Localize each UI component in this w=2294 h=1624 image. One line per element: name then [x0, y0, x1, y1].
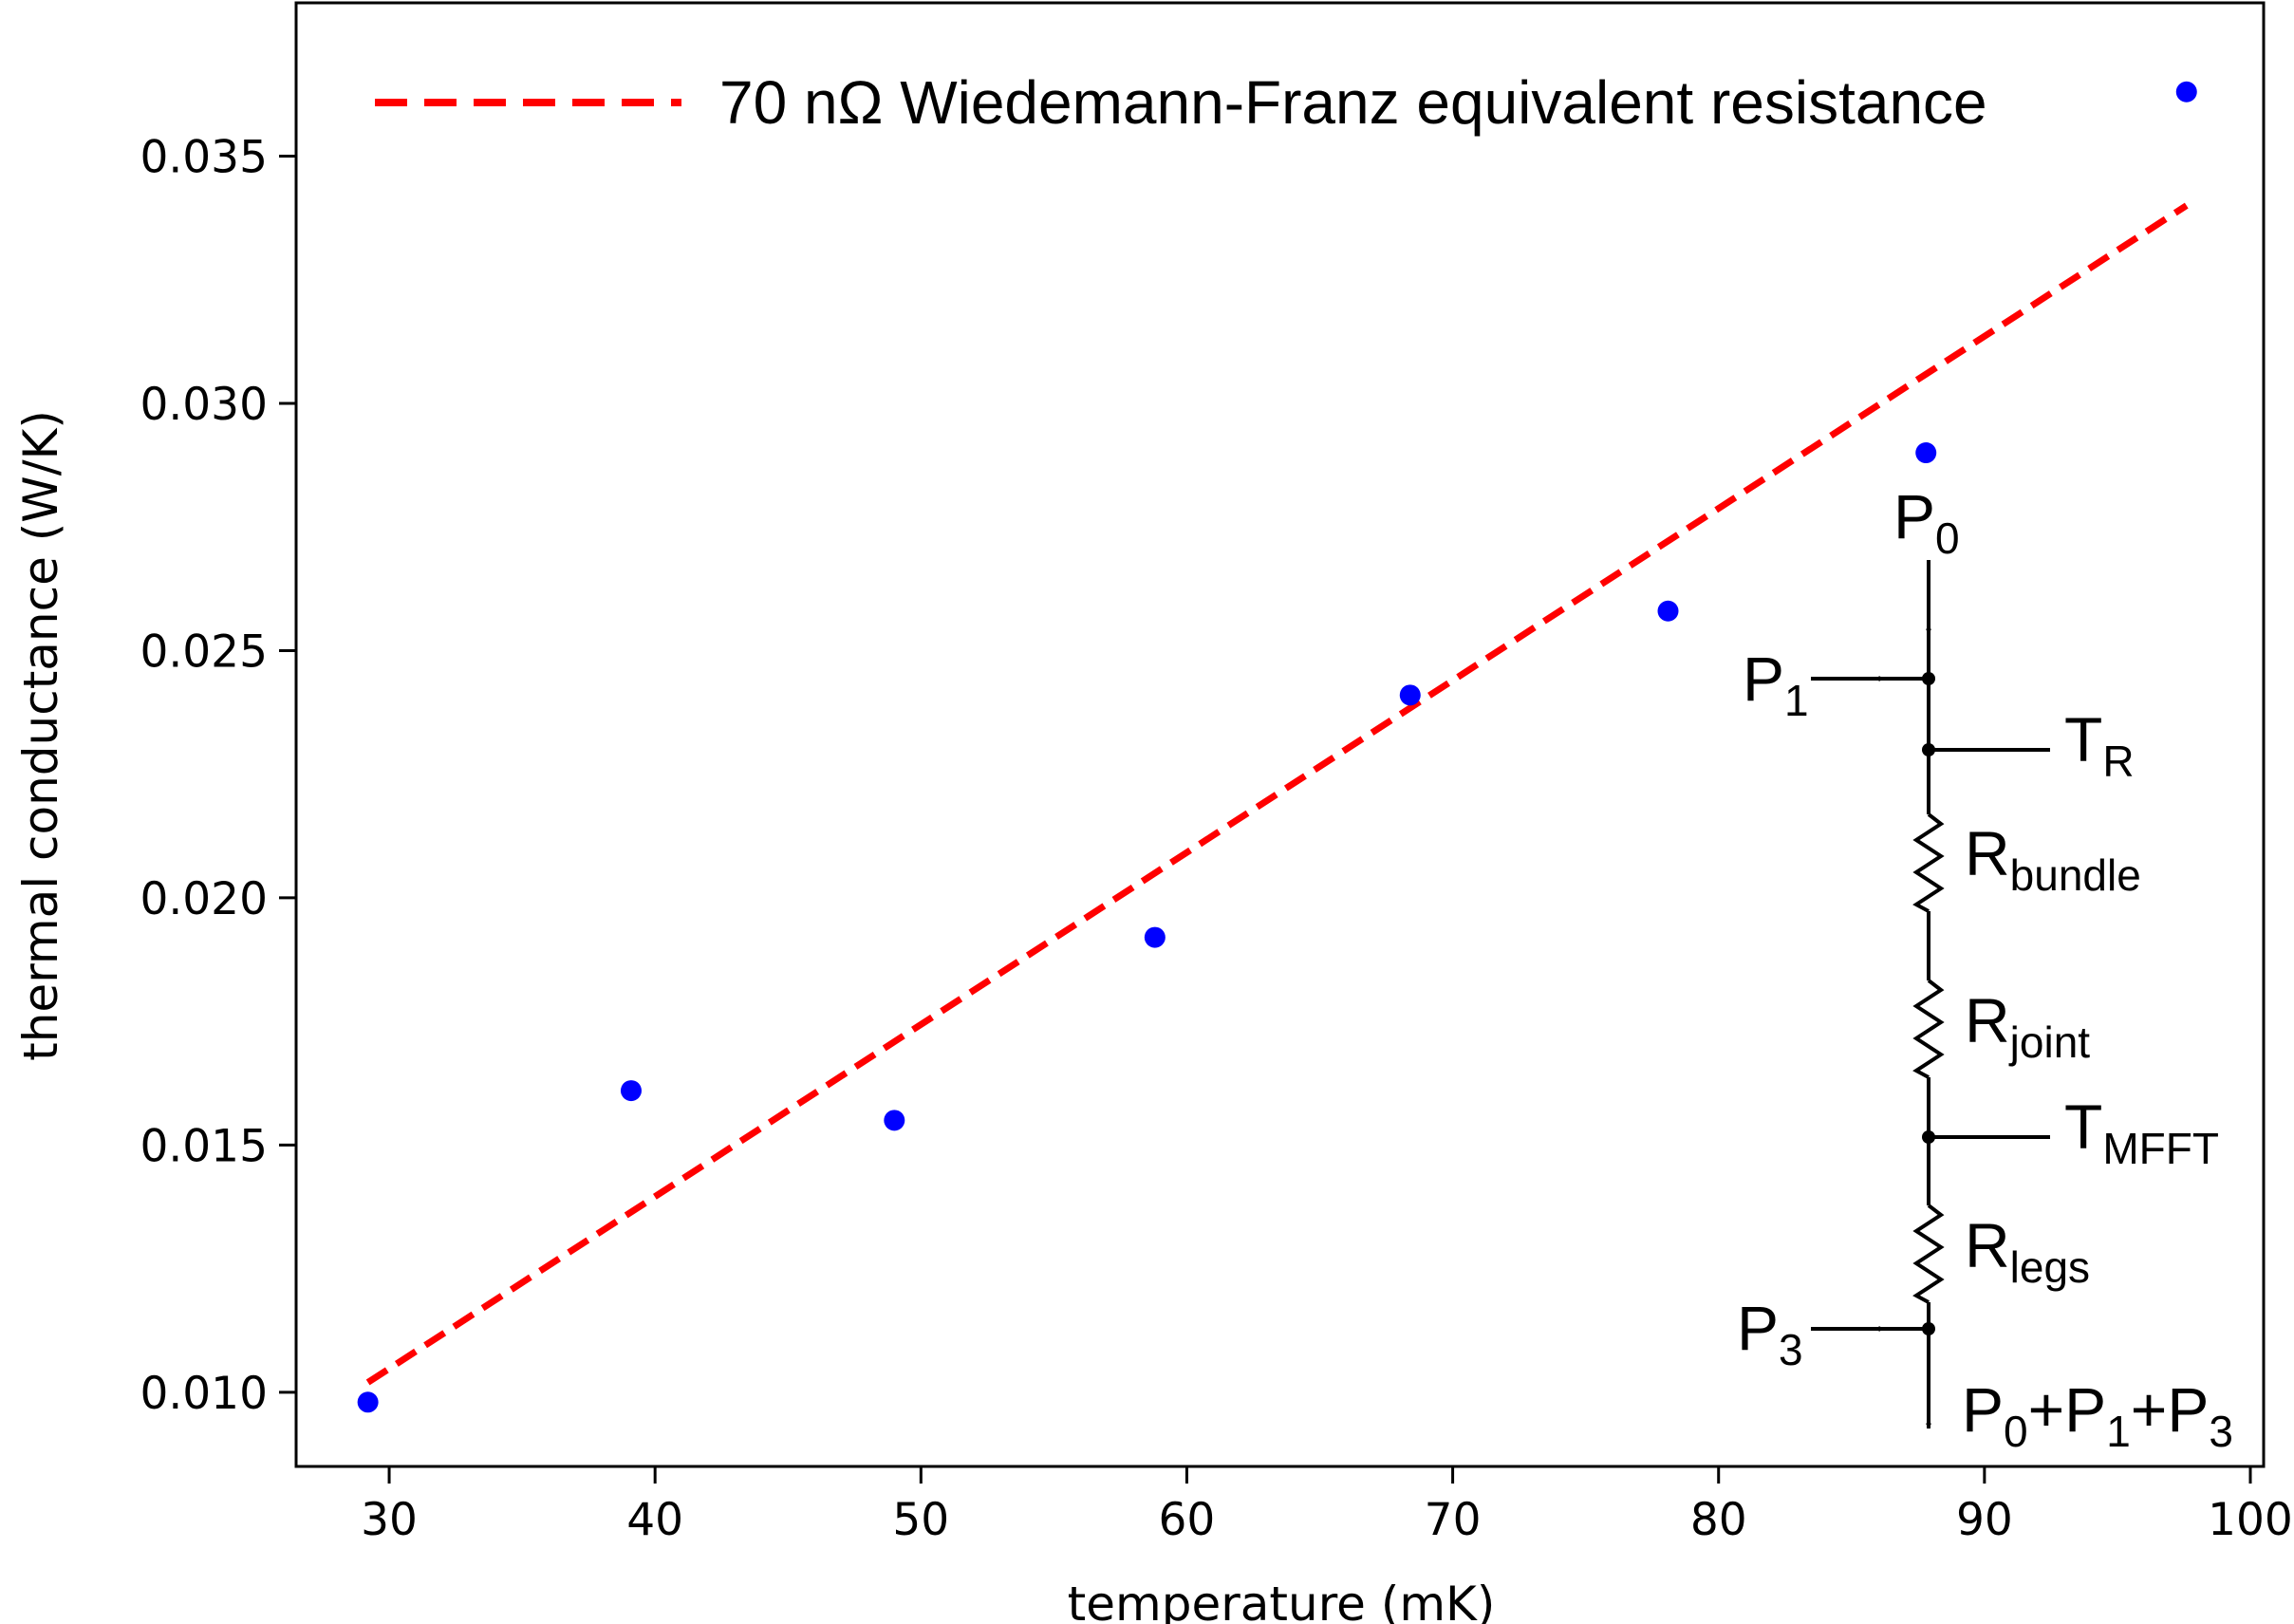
- y-tick-label: 0.010: [140, 1368, 268, 1420]
- x-tick-label: 30: [361, 1494, 418, 1546]
- label-output-total: P0+P1+P3: [1962, 1374, 2233, 1456]
- node-tr: [1922, 743, 1935, 756]
- x-tick-label: 100: [2208, 1494, 2293, 1546]
- label-r-legs: Rlegs: [1965, 1210, 2090, 1292]
- data-point: [357, 1391, 379, 1413]
- data-point: [884, 1110, 905, 1131]
- y-tick-label: 0.035: [140, 131, 268, 183]
- x-axis: 30 40 50 60 70 80 90 100: [361, 1466, 2293, 1546]
- x-tick-label: 70: [1425, 1494, 1482, 1546]
- data-point: [2175, 81, 2197, 103]
- thermal-circuit-labels: P0 P1 TR Rbundle Rjoint TMFFT Rlegs P3 P…: [1737, 481, 2233, 1456]
- x-tick-label: 40: [626, 1494, 683, 1546]
- thermal-circuit-diagram: [1811, 560, 2050, 1429]
- data-point: [1915, 442, 1937, 464]
- fit-line-layer: [365, 202, 2189, 1386]
- y-tick-label: 0.015: [140, 1120, 268, 1172]
- legend: 70 nΩ Wiedemann-Franz equivalent resista…: [375, 68, 1987, 137]
- legend-label: 70 nΩ Wiedemann-Franz equivalent resista…: [719, 68, 1987, 137]
- y-tick-label: 0.025: [140, 625, 268, 678]
- data-points: [357, 81, 2197, 1413]
- resistor-r-joint: [1912, 979, 1945, 1079]
- data-point: [1399, 684, 1421, 706]
- x-axis-title: temperature (mK): [1068, 1577, 1496, 1624]
- data-point: [1657, 600, 1679, 622]
- label-r-bundle: Rbundle: [1965, 818, 2141, 900]
- label-p0: P0: [1893, 481, 1960, 563]
- data-point: [620, 1080, 642, 1102]
- y-tick-label: 0.020: [140, 873, 268, 925]
- plot-frame: [294, 1, 2266, 1468]
- y-axis-title: thermal conductance (W/K): [13, 410, 68, 1061]
- y-axis: 0.010 0.015 0.020 0.025 0.030 0.035: [140, 131, 296, 1420]
- label-p3: P3: [1737, 1293, 1803, 1374]
- resistor-r-legs: [1912, 1204, 1945, 1304]
- wiedemann-franz-fit-line: [365, 202, 2189, 1386]
- label-tr: TR: [2064, 704, 2135, 786]
- label-t-mfft: TMFFT: [2064, 1092, 2219, 1173]
- label-p1: P1: [1743, 644, 1809, 725]
- node-p3: [1922, 1322, 1935, 1335]
- resistor-r-bundle: [1912, 812, 1945, 913]
- x-tick-label: 60: [1159, 1494, 1216, 1546]
- label-r-joint: Rjoint: [1965, 985, 2090, 1067]
- data-point: [1144, 926, 1166, 948]
- node-tmfft: [1922, 1130, 1935, 1144]
- x-tick-label: 50: [892, 1494, 949, 1546]
- node-p1: [1922, 672, 1935, 685]
- x-tick-label: 90: [1956, 1494, 2013, 1546]
- y-tick-label: 0.030: [140, 379, 268, 431]
- x-tick-label: 80: [1690, 1494, 1747, 1546]
